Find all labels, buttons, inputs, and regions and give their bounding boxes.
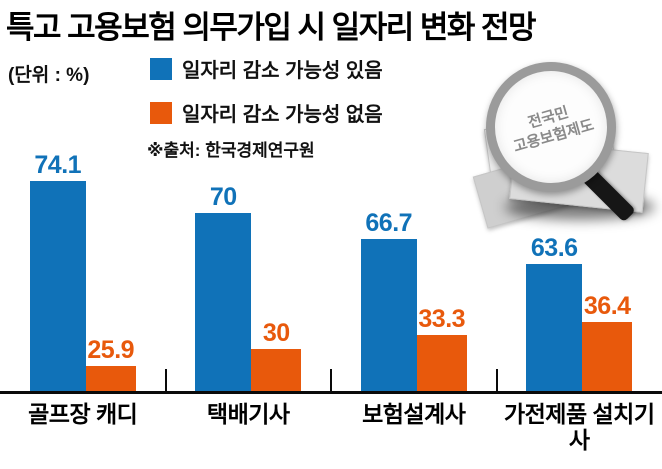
source-label: ※출처: 한국경제연구원 (147, 141, 315, 160)
blue-bar-value-label: 63.6 (530, 234, 578, 262)
legend-swatch-orange (150, 101, 172, 124)
orange-bar-value-label: 36.4 (583, 292, 631, 320)
orange-bar (582, 322, 633, 391)
category-axis: 골프장 캐디 택배기사 보험설계사 가전제품 설치기사 (0, 394, 662, 454)
orange-bar (251, 349, 302, 391)
axis-tick (330, 369, 332, 391)
blue-bar (195, 213, 252, 391)
legend-item-decrease-possible: 일자리 감소 가능성 있음 (150, 54, 383, 83)
category-label: 가전제품 설치기사 (503, 401, 655, 453)
page-title: 특고 고용보험 의무가입 시 일자리 변화 전망 (6, 10, 537, 45)
category-label: 보험설계사 (362, 401, 466, 427)
bar-group: 70 30 (166, 150, 332, 391)
magnifier-illustration: 전국민 고용보험제도 (460, 48, 660, 229)
orange-bar-value-label: 25.9 (87, 336, 135, 364)
category-label: 골프장 캐디 (28, 401, 138, 427)
blue-bar-column: 70 (195, 183, 252, 391)
category-label: 택배기사 (206, 401, 290, 427)
orange-bar (416, 335, 467, 391)
orange-bar-column: 36.4 (582, 292, 633, 391)
blue-bar (526, 264, 583, 391)
legend-item-decrease-none: 일자리 감소 가능성 없음 (150, 98, 383, 127)
blue-bar (360, 239, 417, 391)
bar-group: 63.6 36.4 (497, 150, 662, 391)
bar-chart: 74.1 25.9 70 30 66.7 33.3 63.6 36.4 골프장 캐디 택배기사 보… (0, 150, 662, 469)
legend-label-decrease-possible: 일자리 감소 가능성 있음 (182, 60, 383, 82)
axis-tick (164, 369, 167, 391)
bar-group: 74.1 25.9 (0, 150, 166, 391)
orange-bar-column: 30 (251, 319, 302, 391)
blue-bar-column: 66.7 (360, 209, 417, 391)
legend-label-decrease-none: 일자리 감소 가능성 없음 (182, 104, 383, 126)
orange-bar (85, 366, 136, 391)
orange-bar-value-label: 30 (262, 319, 290, 347)
legend: 일자리 감소 가능성 있음 일자리 감소 가능성 없음 (150, 54, 383, 142)
blue-bar-column: 74.1 (29, 151, 86, 391)
orange-bar-value-label: 33.3 (418, 305, 466, 333)
blue-bar-column: 63.6 (526, 234, 583, 391)
blue-bar (29, 181, 86, 391)
orange-bar-column: 33.3 (416, 305, 467, 391)
blue-bar-value-label: 66.7 (365, 209, 413, 237)
unit-label: (단위 : %) (8, 65, 90, 86)
chart-plot-area: 74.1 25.9 70 30 66.7 33.3 63.6 36.4 (0, 150, 662, 394)
orange-bar-column: 25.9 (85, 336, 136, 391)
axis-tick (495, 369, 498, 391)
legend-swatch-blue (150, 57, 172, 80)
blue-bar-value-label: 74.1 (34, 151, 82, 179)
bar-group: 66.7 33.3 (331, 150, 497, 391)
blue-bar-value-label: 70 (209, 183, 237, 211)
